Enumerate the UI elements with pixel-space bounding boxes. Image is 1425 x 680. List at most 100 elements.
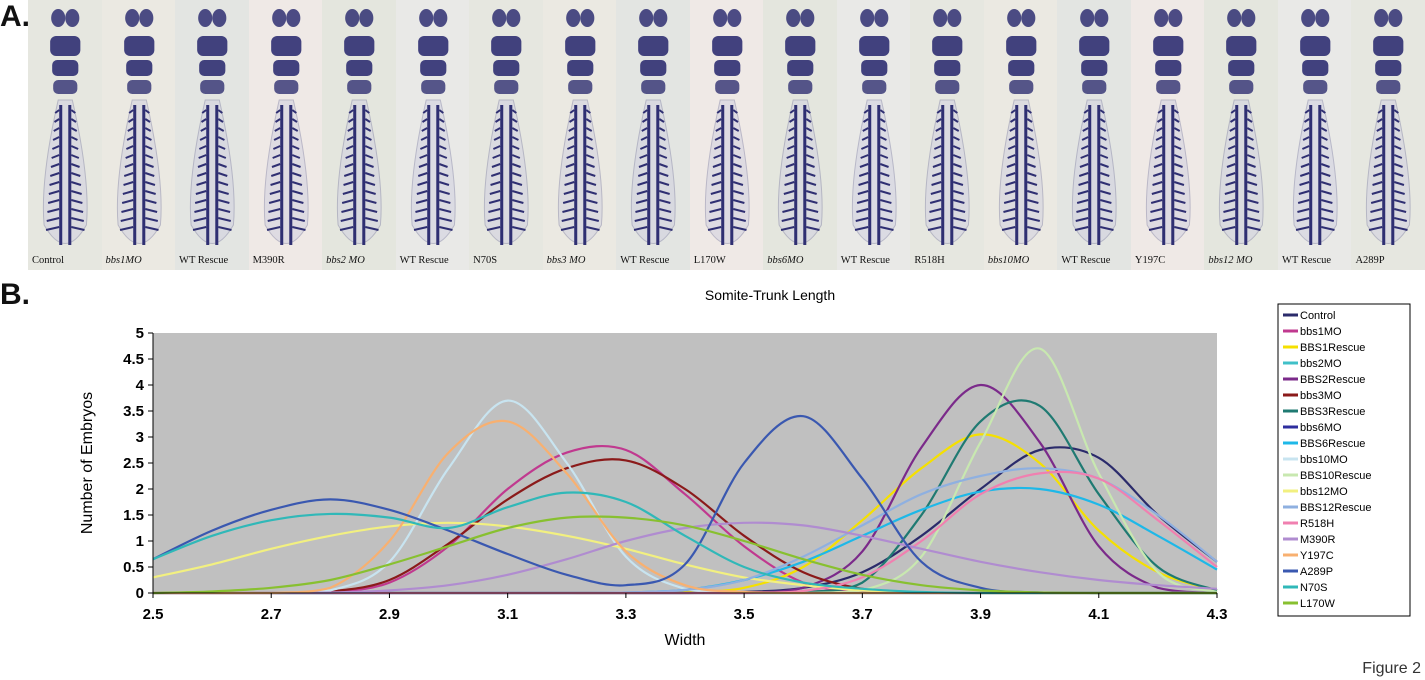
x-tick-label: 2.7 <box>261 606 282 623</box>
embryo-stain-drawing <box>1292 9 1338 245</box>
embryo-image-label: A289P <box>1355 255 1385 266</box>
legend-entry: N70S <box>1300 582 1328 594</box>
embryo-image: WT Rescue <box>395 0 471 270</box>
embryo-stain-drawing <box>484 9 529 245</box>
y-tick-label: 0 <box>136 585 144 602</box>
embryo-image: bbs1MO <box>101 0 177 270</box>
x-tick-label: 3.1 <box>497 606 518 623</box>
embryo-stain-drawing <box>1366 9 1412 245</box>
embryo-stain-drawing <box>42 9 88 245</box>
y-tick-label: 4 <box>136 377 145 394</box>
x-axis-label: Width <box>665 632 706 649</box>
x-tick-label: 4.1 <box>1088 606 1109 623</box>
y-tick-label: 1 <box>136 533 144 550</box>
legend-entry: R518H <box>1300 518 1334 530</box>
embryo-image-label: WT Rescue <box>1061 255 1111 266</box>
embryo-stain-drawing <box>998 9 1044 245</box>
embryo-image-label: R518H <box>914 255 945 266</box>
embryo-stain-drawing <box>1072 9 1117 245</box>
legend-entry: BBS1Rescue <box>1300 342 1365 354</box>
somite-trunk-length-chart: Somite-Trunk Length 2.5 2.7 2.9 3.1 3.3 3.5 3.7… <box>79 287 1411 649</box>
embryo-image: R518H <box>910 0 985 270</box>
series-line-m390r <box>153 521 1218 595</box>
embryo-image-label: Y197C <box>1134 255 1166 266</box>
legend-entry: BBS2Rescue <box>1300 374 1365 386</box>
embryo-image-label: L170W <box>693 255 726 266</box>
embryo-image: M390R <box>248 0 324 270</box>
series-line-l170w <box>152 515 1217 595</box>
embryo-stain-drawing <box>1145 9 1191 245</box>
embryo-stain-drawing <box>851 9 897 245</box>
y-tick-label: 4.5 <box>123 351 144 368</box>
embryo-stain-drawing <box>704 9 750 245</box>
legend-entry: bbs6MO <box>1300 422 1342 434</box>
embryo-image-label: WT Rescue <box>1281 255 1332 266</box>
legend-entry: A289P <box>1300 566 1333 578</box>
embryo-image: WT Rescue <box>836 0 912 270</box>
embryo-image-label: bbs6MO <box>767 255 804 266</box>
embryo-image-label: WT Rescue <box>620 255 670 266</box>
embryo-image-label: M390R <box>252 255 285 266</box>
embryo-image-label: bbs12 MO <box>1208 255 1253 266</box>
legend-entry: bbs12MO <box>1300 486 1348 498</box>
legend-entry: M390R <box>1300 534 1336 546</box>
x-tick-label: 3.9 <box>970 606 991 623</box>
embryo-image: WT Rescue <box>1057 0 1132 270</box>
x-tick-label: 2.9 <box>379 606 400 623</box>
panel-b-label: B. <box>0 278 30 311</box>
embryo-stain-drawing <box>189 9 235 245</box>
embryo-image: A289P <box>1351 0 1425 270</box>
legend-entry: BBS12Rescue <box>1300 502 1372 514</box>
legend-entry: Y197C <box>1300 550 1334 562</box>
embryo-stain-drawing <box>1219 9 1265 245</box>
x-tick-label: 4.3 <box>1207 606 1228 623</box>
embryo-stain-drawing <box>778 9 823 245</box>
legend-box <box>1277 303 1411 617</box>
panel-a-label: A. <box>0 0 30 33</box>
embryo-image: WT Rescue <box>616 0 691 270</box>
embryo-image-label: Control <box>32 255 65 266</box>
y-tick-label: 2 <box>136 481 144 498</box>
embryo-image-label: WT Rescue <box>179 255 229 266</box>
legend-entry: L170W <box>1300 598 1335 610</box>
x-tick-label: 3.3 <box>615 606 636 623</box>
x-tick-label: 3.7 <box>852 606 873 623</box>
embryo-image: WT Rescue <box>175 0 250 270</box>
embryo-stain-drawing <box>410 9 456 245</box>
embryo-image: bbs2 MO <box>322 0 397 270</box>
legend-entry: bbs2MO <box>1300 358 1342 370</box>
legend-entry: BBS3Rescue <box>1300 406 1365 418</box>
embryo-stain-drawing <box>925 9 970 245</box>
embryo-image: bbs3 MO <box>542 0 618 270</box>
embryo-stain-drawing <box>116 9 162 245</box>
embryo-stain-drawing <box>263 9 309 245</box>
embryo-image: bbs12 MO <box>1204 0 1279 270</box>
y-tick-label: 3 <box>136 429 144 446</box>
embryo-stain-drawing <box>557 9 603 245</box>
embryo-image-label: bbs2 MO <box>326 255 365 266</box>
y-tick-label: 0.5 <box>123 559 144 576</box>
legend-entry: bbs3MO <box>1300 390 1342 402</box>
embryo-image-label: WT Rescue <box>399 255 449 266</box>
legend-entry: bbs1MO <box>1300 326 1342 338</box>
embryo-image: Y197C <box>1130 0 1206 270</box>
y-tick-label: 1.5 <box>123 507 144 524</box>
embryo-image: bbs10MO <box>983 0 1059 270</box>
embryo-image-label: bbs3 MO <box>546 255 586 266</box>
embryo-image-label: WT Rescue <box>840 255 890 266</box>
legend-entry: BBS10Rescue <box>1300 470 1372 482</box>
embryo-image: WT Rescue <box>1277 0 1353 270</box>
y-tick-label: 5 <box>136 325 144 342</box>
figure-label: Figure 2 <box>1362 660 1421 677</box>
y-tick-label: 2.5 <box>123 455 144 472</box>
x-tick-label: 2.5 <box>143 606 164 623</box>
legend-entry: bbs10MO <box>1300 454 1348 466</box>
embryo-image-label: bbs10MO <box>987 255 1030 266</box>
embryo-image: bbs6MO <box>763 0 838 270</box>
embryo-image-label: bbs1MO <box>105 255 142 266</box>
embryo-image-label: N70S <box>473 255 498 266</box>
embryo-stain-drawing <box>631 9 676 245</box>
x-tick-label: 3.5 <box>734 606 755 623</box>
y-tick-label: 3.5 <box>123 403 144 420</box>
embryo-stain-drawing <box>336 9 382 245</box>
